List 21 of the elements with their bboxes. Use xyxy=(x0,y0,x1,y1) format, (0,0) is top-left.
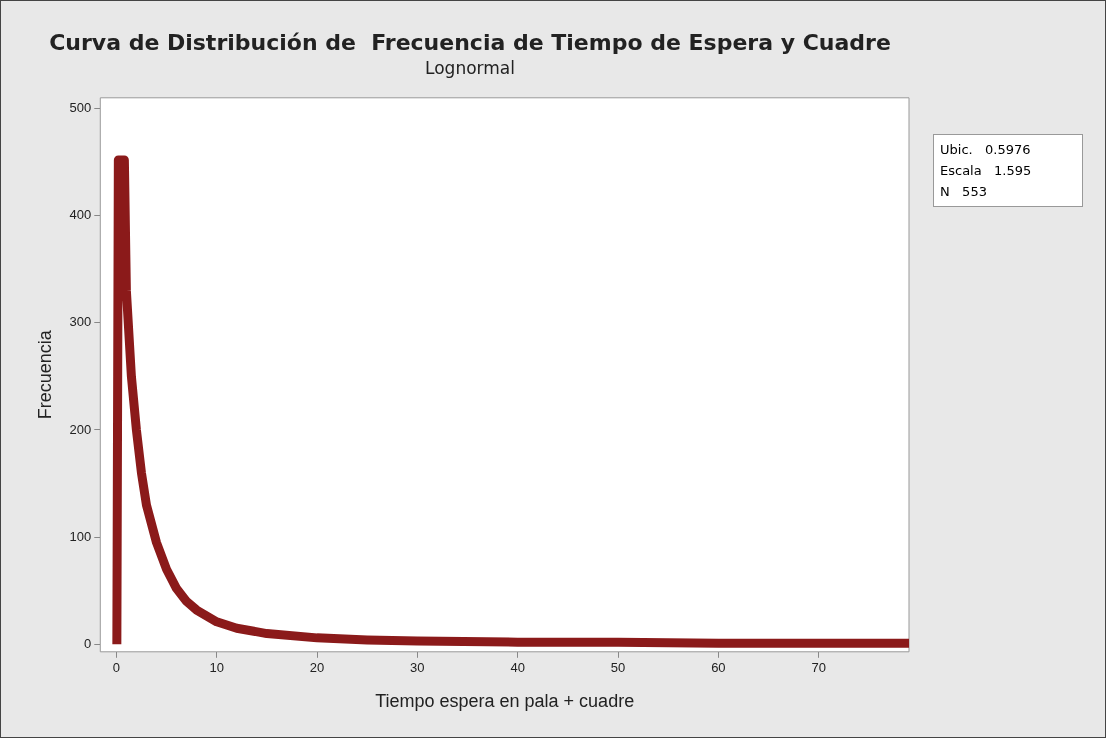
x-tick-label: 30 xyxy=(410,660,425,676)
y-tick-label: 300 xyxy=(69,314,92,330)
text: N 553 xyxy=(940,183,988,201)
text: Escala 1.595 xyxy=(940,162,1033,180)
x-tick-label: 10 xyxy=(209,660,224,676)
y-tick-label: 400 xyxy=(69,207,92,223)
x-tick-label: 50 xyxy=(610,660,626,676)
chart-title: Curva de Distribución de Frecuencia de Tiempo de Espera y Cuadre xyxy=(49,29,891,55)
chart-subtitle: Lognormal xyxy=(425,58,515,79)
x-tick-label: 40 xyxy=(510,660,525,676)
x-tick-label: 20 xyxy=(309,660,325,676)
x-axis-title: Tiempo espera en pala + cuadre xyxy=(375,691,635,712)
x-tick-label: 70 xyxy=(811,660,826,676)
y-tick-label: 0 xyxy=(84,635,92,651)
y-axis-title: Frecuencia xyxy=(34,329,55,420)
y-tick-label: 500 xyxy=(69,100,92,116)
x-tick-label: 60 xyxy=(711,660,726,676)
x-tick-label: 0 xyxy=(112,660,120,676)
text: Ubic. 0.5976 xyxy=(940,141,1032,159)
y-tick-label: 200 xyxy=(69,421,92,437)
y-tick-label: 100 xyxy=(69,528,92,544)
